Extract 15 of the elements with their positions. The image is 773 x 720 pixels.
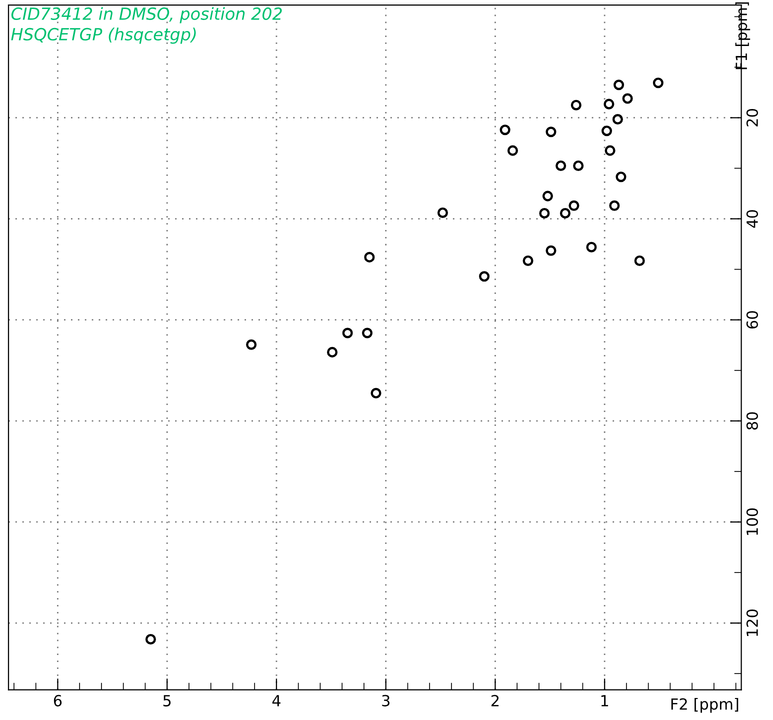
x-tick-label: 6 (54, 694, 62, 706)
x-tick-label: 2 (491, 694, 499, 706)
x-axis-title: F2 [ppm] (671, 698, 738, 713)
chart-title: CID73412 in DMSO, position 202 (11, 7, 282, 24)
x-tick-label: 4 (272, 695, 280, 706)
x-tick-label: 1 (601, 695, 608, 706)
y-tick-label: 100 (746, 508, 758, 535)
y-tick-label: 60 (746, 311, 758, 329)
y-tick-label: 40 (746, 210, 758, 228)
x-tick-label: 3 (382, 694, 390, 706)
text: HSQCETGP (hsqcetgp) (11, 28, 196, 44)
x-tick-label: 5 (163, 695, 171, 706)
y-tick-label: 120 (746, 609, 758, 636)
y-tick-label: 80 (746, 412, 758, 430)
y-tick-label: 20 (746, 109, 758, 126)
